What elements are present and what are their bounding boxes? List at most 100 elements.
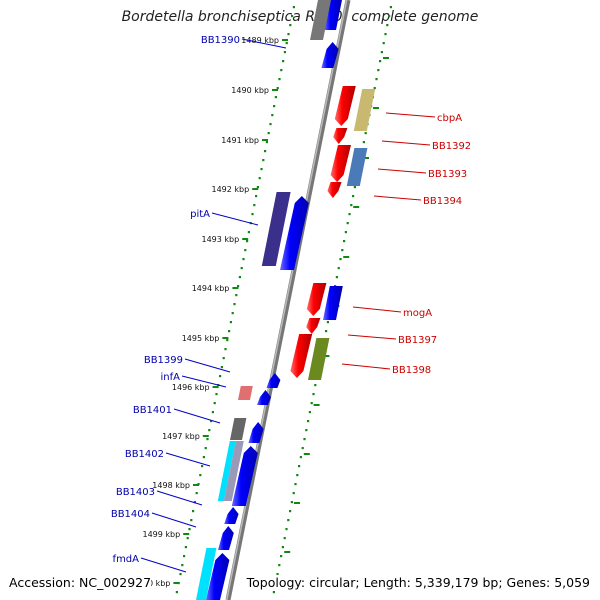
ruler-dot-left [274, 96, 277, 99]
ruler-dot-left [287, 33, 290, 36]
ruler-dot-left [219, 375, 222, 378]
ruler-dot-right [346, 222, 349, 225]
ruler-dot-right [289, 510, 292, 513]
ruler-dot-left [282, 60, 285, 63]
ruler-dot-left [231, 312, 234, 315]
gene-bb1398 [290, 334, 313, 378]
gene-label-left[interactable]: pitA [190, 209, 210, 220]
ruler-dot-left [190, 519, 193, 522]
gene-bb1403 [224, 507, 239, 524]
accession-text: Accession: NC_002927 [9, 575, 152, 590]
ruler-dot-right [296, 474, 299, 477]
ruler-dot-left [269, 123, 272, 126]
ruler-dot-left [224, 348, 227, 351]
ruler-dot-left [278, 78, 281, 81]
leader-line-left [241, 38, 287, 49]
leader-line-left [181, 375, 227, 388]
ruler-dot-left [240, 267, 243, 270]
ruler-dot-right [350, 204, 353, 207]
label-leaders [140, 38, 436, 573]
gene-label-right[interactable]: BB1392 [432, 141, 471, 152]
gene-label-right[interactable]: cbpA [437, 113, 462, 124]
ruler-dot-right [276, 573, 279, 576]
ruler-dot-right [386, 24, 389, 27]
gene-bb1401 [248, 422, 264, 443]
ruler-dot-left [267, 132, 270, 135]
gene-label-right[interactable]: mogA [403, 308, 432, 319]
ruler-dot-left [253, 204, 256, 207]
gene-label-left[interactable]: BB1401 [133, 405, 172, 416]
ruler-dot-left [292, 6, 295, 9]
gene-bb1402-blue [231, 446, 258, 506]
ruler-dot-left [195, 492, 198, 495]
ruler-dot-left [242, 258, 245, 261]
ruler-dot-left [255, 195, 258, 198]
gene-label-right[interactable]: BB1397 [398, 335, 437, 346]
ruler-dot-right [344, 231, 347, 234]
gene-bb1402-cyan [217, 441, 236, 501]
ruler-dot-left [260, 168, 263, 171]
ruler-dot-right [380, 51, 383, 54]
leader-line-left [165, 452, 211, 467]
ruler-dot-right [339, 258, 342, 261]
ruler-dot-right [294, 483, 297, 486]
kbp-tick-label: 1499 kbp [142, 530, 180, 539]
ruler-dot-right [326, 321, 329, 324]
ruler-dot-left [208, 429, 211, 432]
gene-label-right[interactable]: BB1393 [428, 169, 467, 180]
gene-label-left[interactable]: infA [161, 372, 181, 383]
ruler-dot-left [213, 402, 216, 405]
ruler-dot-left [206, 438, 209, 441]
leader-line-right [381, 140, 431, 146]
gene-infa [257, 390, 271, 405]
ruler-dot-left [271, 114, 274, 117]
ruler-dots [175, 6, 392, 594]
ruler-dot-right [384, 33, 387, 36]
ruler-dot-left [247, 231, 250, 234]
gene-label-left[interactable]: BB1403 [116, 487, 155, 498]
gene-cbpa [334, 86, 356, 126]
backbone-line [225, 0, 351, 600]
ruler-dot-right [305, 429, 308, 432]
ruler-dot-left [244, 249, 247, 252]
leader-line-right [377, 168, 427, 174]
gene-label-right[interactable]: BB1394 [423, 196, 462, 207]
ruler-dot-left [283, 51, 286, 54]
ruler-dot-left [215, 393, 218, 396]
leader-line-right [352, 306, 402, 313]
ruler-dot-right [314, 384, 317, 387]
ruler-dot-left [256, 186, 259, 189]
gene-bb1393-blue [346, 148, 368, 186]
ruler-dot-left [183, 555, 186, 558]
gene-label-left[interactable]: BB1399 [144, 355, 183, 366]
ruler-dot-left [181, 564, 184, 567]
gene-label-left[interactable]: BB1390 [201, 35, 240, 46]
leader-line-left [140, 557, 187, 573]
ruler-dot-left [228, 330, 231, 333]
ruler-dot-left [235, 294, 238, 297]
ruler-dot-left [237, 285, 240, 288]
ruler-dot-left [222, 357, 225, 360]
map-title: Bordetella bronchiseptica RB50, complete… [121, 9, 479, 25]
gene-label-left[interactable]: fmdA [113, 554, 140, 565]
ruler-dot-right [377, 69, 380, 72]
gene-label-left[interactable]: BB1404 [111, 509, 150, 520]
ruler-dot-left [204, 447, 207, 450]
leader-line-right [347, 334, 397, 340]
gene-cbpa-khaki [353, 89, 376, 131]
leader-line-right [373, 195, 422, 201]
ruler-dot-left [188, 528, 191, 531]
gene-label-right[interactable]: BB1398 [392, 365, 431, 376]
ruler-dot-left [192, 510, 195, 513]
kbp-ticks: 1489 kbp 1490 kbp 1491 kbp 1492 kbp 1493 kbp… [133, 36, 389, 588]
ruler-dot-right [299, 456, 302, 459]
gene-bb1399 [266, 373, 281, 388]
ruler-dot-right [307, 420, 310, 423]
kbp-tick-label: 1491 kbp [221, 136, 259, 145]
gene-label-left[interactable]: BB1402 [125, 449, 164, 460]
kbp-tick-label: 1496 kbp [172, 383, 210, 392]
ruler-dot-right [285, 528, 288, 531]
ruler-dot-right [389, 6, 392, 9]
ruler-dot-left [285, 42, 288, 45]
